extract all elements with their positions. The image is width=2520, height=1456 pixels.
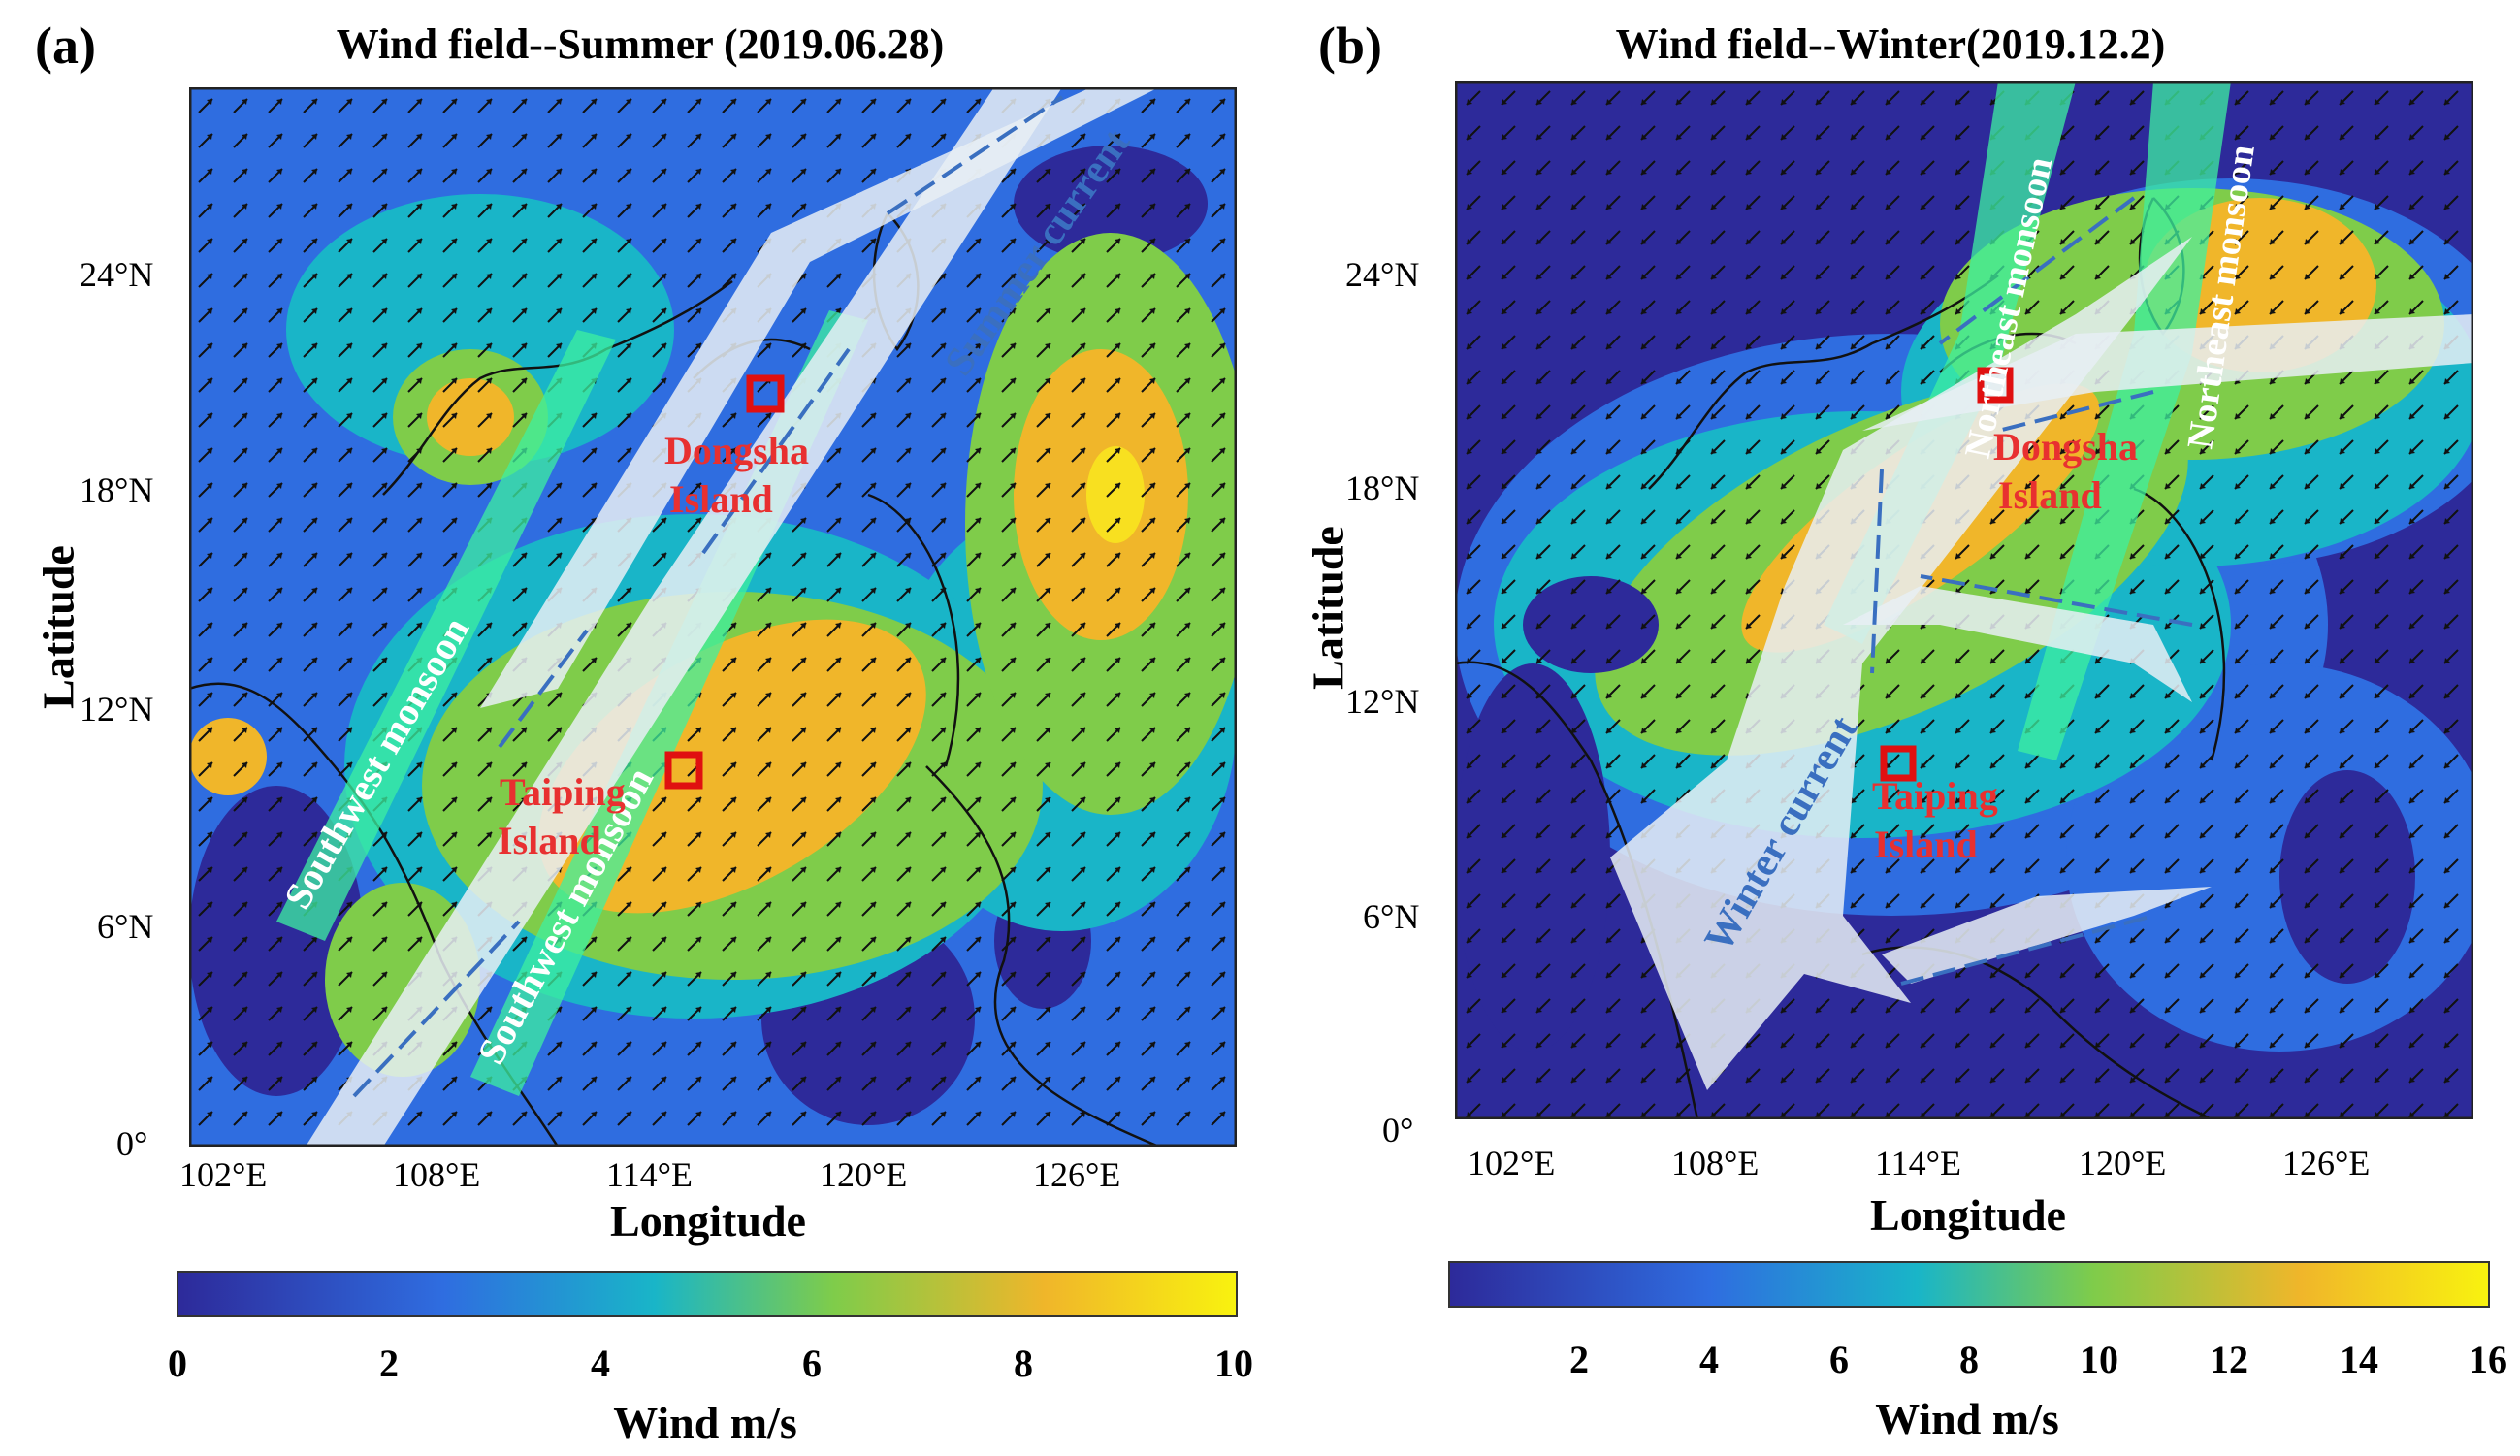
y-tick: 6°N <box>1363 897 1420 936</box>
current-band <box>480 87 1159 708</box>
current-arrow <box>1870 196 2193 986</box>
y-tick: 12°N <box>80 690 154 728</box>
y-tick: 18°N <box>1345 469 1420 507</box>
x-axis-label: Longitude <box>610 1196 806 1246</box>
annotation-dongsha-line1: Dongsha <box>664 429 809 472</box>
y-tick: 24°N <box>80 255 154 294</box>
colorbar-tick: 2 <box>1569 1338 1589 1381</box>
current-arrow <box>352 95 1064 1098</box>
x-tick: 120°E <box>820 1155 908 1194</box>
annotation-dongsha-line2: Island <box>669 477 773 521</box>
colorbar-title: Wind m/s <box>613 1398 797 1447</box>
y-tick: 0° <box>116 1124 148 1163</box>
panel-title: Wind field--Summer (2019.06.28) <box>336 20 945 68</box>
dongsha-marker <box>1977 367 2014 404</box>
colorbar <box>1448 1261 2490 1308</box>
x-tick: 108°E <box>393 1155 481 1194</box>
colorbar-tick: 2 <box>379 1342 399 1385</box>
panel-label: (a) <box>35 16 96 75</box>
colorbar-tick: 8 <box>1959 1338 1979 1381</box>
current-band <box>306 87 1062 1147</box>
colorbar-tick: 6 <box>1829 1338 1849 1381</box>
monsoon-band-left <box>276 330 616 941</box>
x-tick: 102°E <box>1468 1144 1556 1182</box>
colorbar-tick: 10 <box>1214 1342 1253 1385</box>
x-tick: 114°E <box>1875 1144 1962 1182</box>
x-tick: 126°E <box>2282 1144 2371 1182</box>
y-tick: 0° <box>1382 1111 1414 1149</box>
panel-label: (b) <box>1318 16 1382 75</box>
y-axis-label: Latitude <box>1303 526 1353 690</box>
colorbar-tick: 8 <box>1014 1342 1033 1385</box>
wind-field-map: Northeast monsoon Northeast monsoon Wint… <box>1455 81 2473 1119</box>
x-tick: 120°E <box>2079 1144 2167 1182</box>
taiping-marker <box>1880 745 1917 782</box>
x-tick: 126°E <box>1033 1155 1121 1194</box>
map-frame <box>189 87 1237 1147</box>
wind-field-map: Southwest monsoon Southwest monsoon Summ… <box>189 87 1237 1147</box>
colorbar-tick: 10 <box>2080 1338 2118 1381</box>
current-band <box>1862 314 2473 431</box>
colorbar-title: Wind m/s <box>1875 1394 2059 1443</box>
x-tick: 114°E <box>606 1155 694 1194</box>
colorbar-tick: 6 <box>802 1342 822 1385</box>
colorbar-tick: 16 <box>2469 1338 2507 1381</box>
colorbar-tick: 0 <box>168 1342 187 1385</box>
y-tick: 12°N <box>1345 682 1420 721</box>
current-band <box>1610 237 2192 1090</box>
annotation-taiping-line1: Taiping <box>1872 774 1998 818</box>
y-axis-label: Latitude <box>33 545 83 709</box>
y-tick: 6°N <box>97 907 154 946</box>
current-band <box>1843 586 2192 702</box>
map-frame <box>1455 81 2473 1119</box>
panel-summer: (a) Wind field--Summer (2019.06.28) <box>33 16 1254 1447</box>
x-tick: 102°E <box>179 1155 268 1194</box>
annotation-taiping-line2: Island <box>498 819 601 862</box>
colorbar-tick: 4 <box>1699 1338 1719 1381</box>
annotation-dongsha-line1: Dongsha <box>1993 425 2138 469</box>
x-axis-label: Longitude <box>1870 1190 2066 1240</box>
colorbar-tick: 4 <box>591 1342 610 1385</box>
y-tick: 24°N <box>1345 255 1420 294</box>
colorbar-tick: 14 <box>2340 1338 2378 1381</box>
annotation-taiping-line1: Taiping <box>500 770 626 814</box>
annotation-dongsha-line2: Island <box>1998 473 2102 517</box>
current-band <box>1882 887 2212 984</box>
colorbar-tick: 12 <box>2210 1338 2248 1381</box>
dongsha-marker <box>746 374 785 413</box>
y-tick: 18°N <box>80 470 154 509</box>
taiping-marker <box>664 751 703 790</box>
annotation-taiping-line2: Island <box>1874 823 1978 866</box>
x-tick: 108°E <box>1671 1144 1760 1182</box>
panel-title: Wind field--Winter(2019.12.2) <box>1615 20 2166 68</box>
colorbar <box>177 1271 1238 1317</box>
panel-winter: (b) Wind field--Winter(2019.12.2) <box>1260 0 2520 1456</box>
